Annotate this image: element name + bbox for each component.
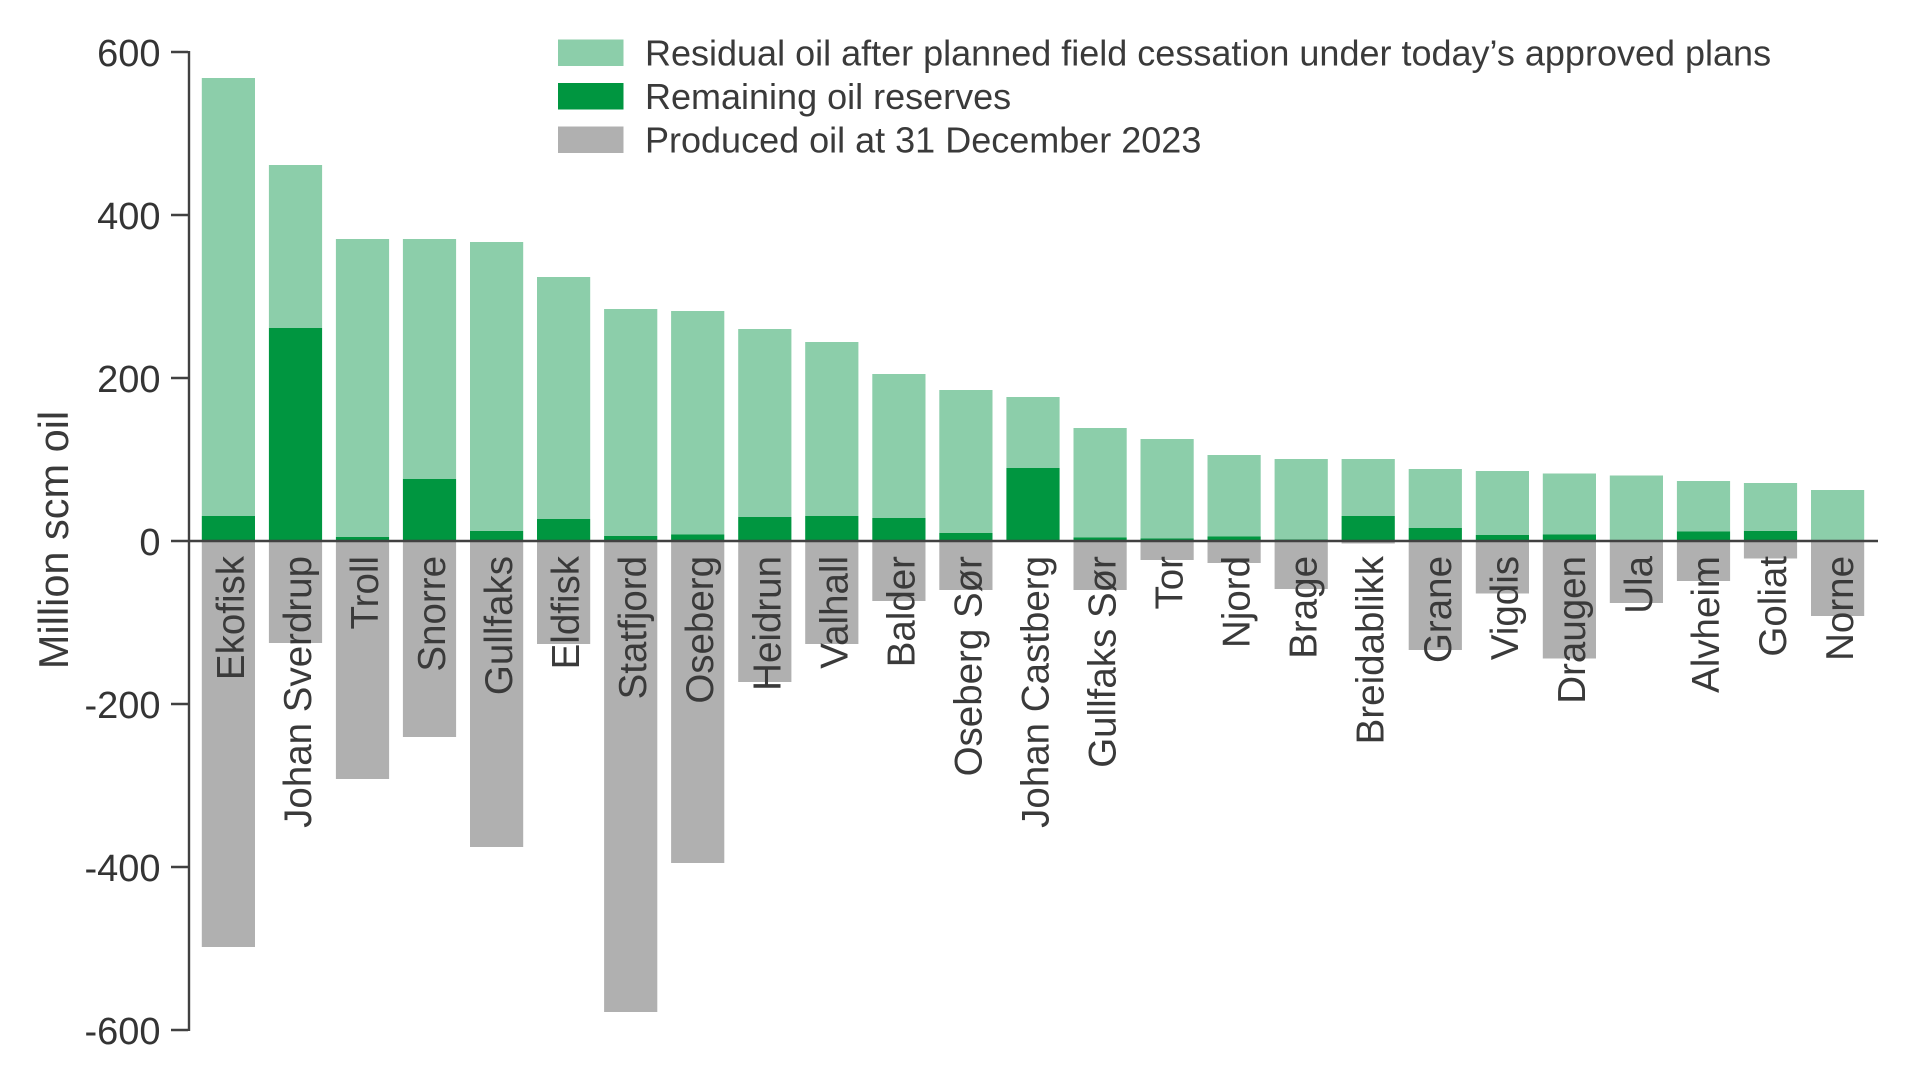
- svg-text:Vigdis: Vigdis: [1484, 556, 1527, 660]
- svg-text:Gullfaks: Gullfaks: [478, 556, 521, 695]
- svg-text:Grane: Grane: [1417, 556, 1460, 663]
- svg-text:Alvheim: Alvheim: [1685, 556, 1728, 693]
- svg-text:Brage: Brage: [1283, 556, 1326, 659]
- svg-text:Statfjord: Statfjord: [612, 556, 655, 699]
- svg-text:Johan Sverdrup: Johan Sverdrup: [277, 556, 320, 828]
- svg-text:Residual oil after planned fie: Residual oil after planned field cessati…: [645, 33, 1771, 74]
- svg-text:Ekofisk: Ekofisk: [210, 555, 253, 680]
- svg-text:Oseberg: Oseberg: [679, 556, 722, 704]
- svg-text:Produced oil at 31 December 20: Produced oil at 31 December 2023: [645, 120, 1201, 161]
- svg-text:Oseberg Sør: Oseberg Sør: [947, 556, 990, 777]
- svg-text:Breidablikk: Breidablikk: [1350, 555, 1393, 744]
- svg-text:Troll: Troll: [344, 556, 387, 629]
- svg-text:-600: -600: [84, 1011, 160, 1053]
- svg-text:Valhall: Valhall: [813, 556, 856, 669]
- svg-text:-400: -400: [84, 848, 160, 890]
- svg-text:Eldfisk: Eldfisk: [545, 555, 588, 669]
- svg-text:Remaining oil reserves: Remaining oil reserves: [645, 76, 1011, 117]
- svg-text:Njord: Njord: [1216, 556, 1259, 648]
- svg-text:Johan Castberg: Johan Castberg: [1015, 556, 1058, 828]
- svg-text:-200: -200: [84, 685, 160, 727]
- svg-text:Norne: Norne: [1819, 556, 1862, 661]
- svg-text:Snorre: Snorre: [411, 556, 454, 672]
- svg-text:Tor: Tor: [1149, 556, 1192, 610]
- svg-text:Goliat: Goliat: [1752, 556, 1795, 657]
- svg-text:Heidrun: Heidrun: [746, 556, 789, 691]
- svg-text:0: 0: [139, 522, 160, 564]
- svg-text:Gullfaks Sør: Gullfaks Sør: [1082, 556, 1125, 768]
- svg-text:600: 600: [97, 33, 160, 75]
- svg-text:200: 200: [97, 359, 160, 401]
- svg-text:Balder: Balder: [880, 556, 923, 667]
- svg-text:Draugen: Draugen: [1551, 556, 1594, 704]
- svg-text:400: 400: [97, 196, 160, 238]
- svg-text:Ula: Ula: [1618, 555, 1661, 613]
- svg-text:Million scm oil: Million scm oil: [30, 411, 77, 669]
